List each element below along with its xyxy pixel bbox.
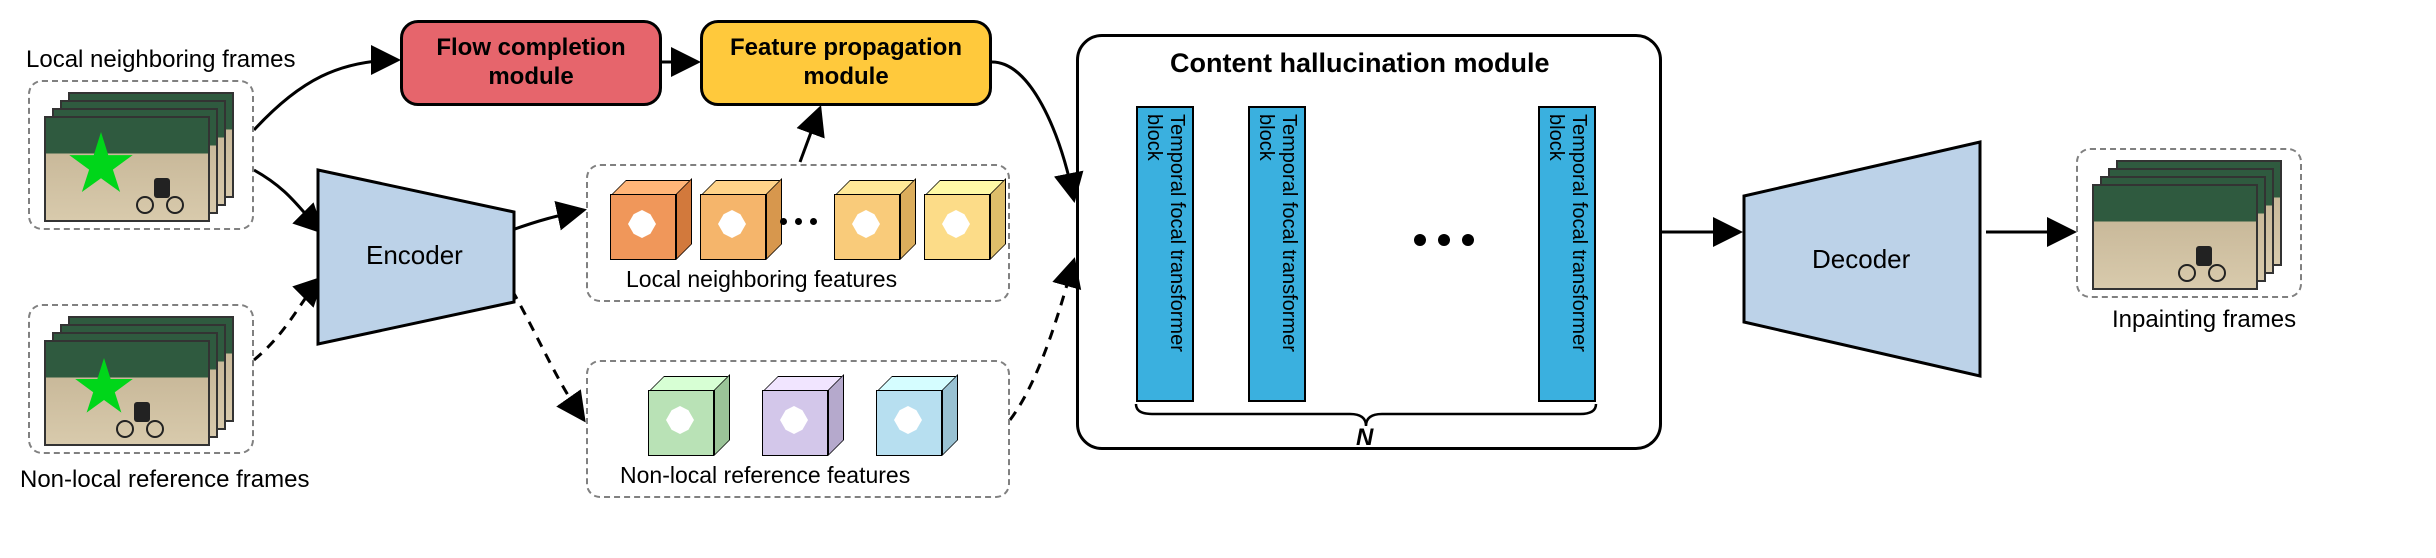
feature-cube [648, 390, 714, 456]
label-local-frames: Local neighboring frames [26, 46, 296, 74]
arrow-nonlocal-to-encoder [254, 278, 322, 360]
feature-cube [610, 194, 676, 260]
architecture-diagram: Local neighboring frames Non-local refer… [0, 0, 2436, 558]
arrow-encoder-to-nonlocalfeat [512, 290, 584, 420]
feature-cube [834, 194, 900, 260]
flow-completion-module: Flow completion module [400, 20, 662, 106]
content-module-title: Content hallucination module [1170, 48, 1550, 79]
inpainting-frames-stack [2092, 160, 2282, 290]
arrow-nonlocalfeat-to-content [1010, 260, 1074, 420]
arrow-local-to-encoder [254, 170, 322, 232]
nonlocal-frames-box [28, 304, 254, 454]
transformer-block: Temporal focal transformer block [1538, 106, 1596, 402]
decoder-label: Decoder [1812, 244, 1910, 275]
local-frames-stack [44, 92, 234, 222]
inpainting-frames-box [2076, 148, 2302, 298]
feature-propagation-module: Feature propagation module [700, 20, 992, 106]
feature-cube [700, 194, 766, 260]
local-features-ellipsis [780, 218, 817, 225]
feature-cube [924, 194, 990, 260]
feature-cube [762, 390, 828, 456]
n-label: N [1356, 424, 1373, 452]
transformer-block: Temporal focal transformer block [1136, 106, 1194, 402]
label-nonlocal-frames: Non-local reference frames [20, 466, 309, 494]
arrow-encoder-to-localfeat [512, 210, 584, 230]
feature-cube [876, 390, 942, 456]
transformer-block: Temporal focal transformer block [1248, 106, 1306, 402]
arrow-localfeat-to-featuremodule [800, 108, 820, 162]
content-ellipsis [1414, 234, 1474, 246]
nonlocal-frames-stack [44, 316, 234, 446]
label-nonlocal-features: Non-local reference features [620, 462, 910, 489]
label-inpainting: Inpainting frames [2112, 306, 2296, 334]
local-frames-box [28, 80, 254, 230]
encoder-label: Encoder [366, 240, 463, 271]
label-local-features: Local neighboring features [626, 266, 897, 293]
